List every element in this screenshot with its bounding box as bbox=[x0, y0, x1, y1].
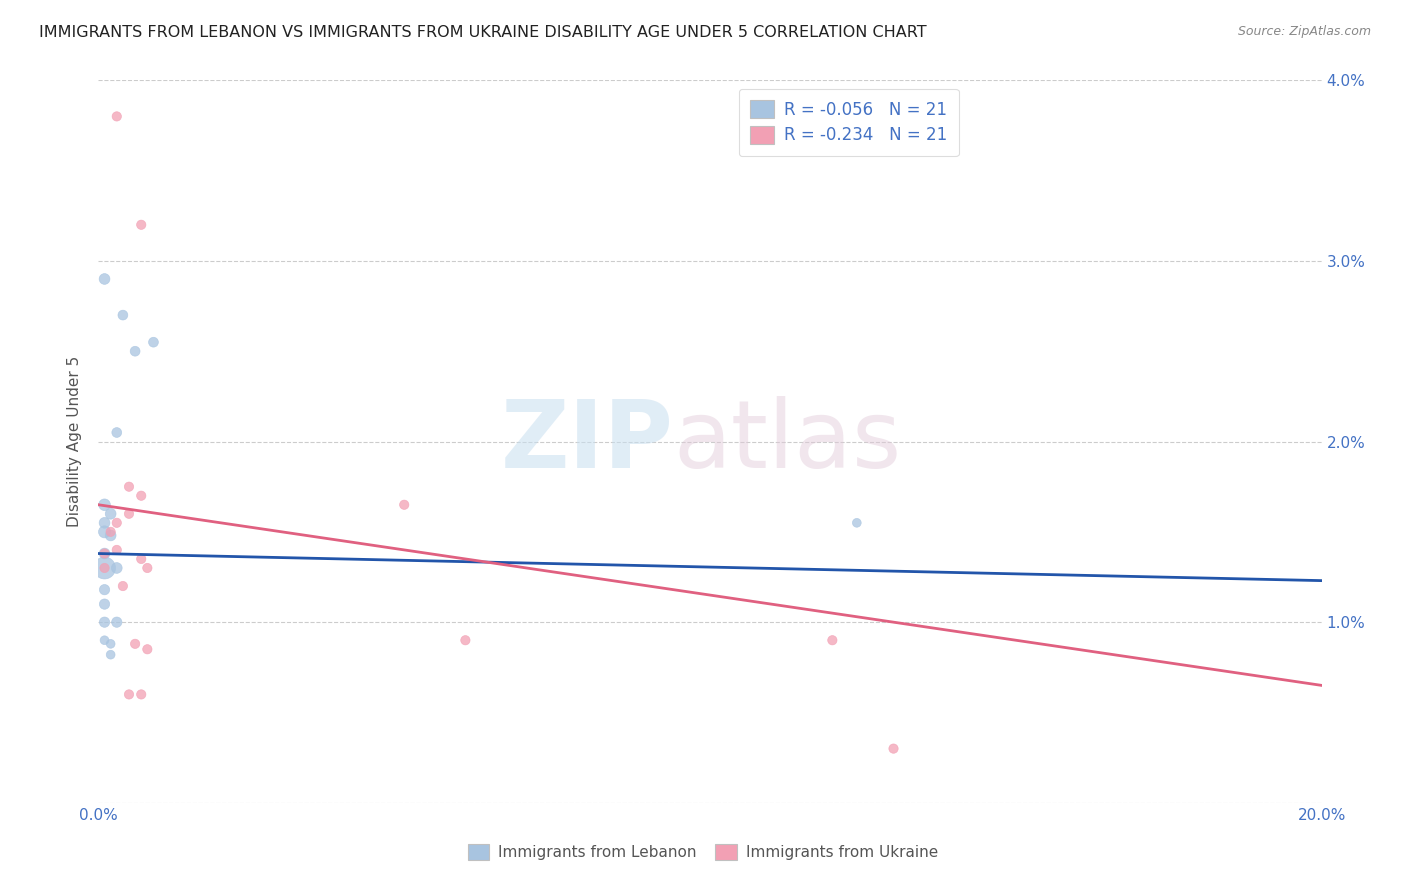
Text: Source: ZipAtlas.com: Source: ZipAtlas.com bbox=[1237, 25, 1371, 38]
Point bbox=[129, 489, 152, 503]
Point bbox=[93, 547, 115, 561]
Point bbox=[118, 687, 141, 701]
Point bbox=[124, 637, 146, 651]
Point bbox=[93, 597, 115, 611]
Point bbox=[93, 498, 115, 512]
Text: atlas: atlas bbox=[673, 395, 901, 488]
Point bbox=[105, 516, 128, 530]
Point bbox=[93, 547, 115, 561]
Point bbox=[93, 561, 115, 575]
Y-axis label: Disability Age Under 5: Disability Age Under 5 bbox=[67, 356, 83, 527]
Point bbox=[136, 561, 159, 575]
Point bbox=[100, 528, 122, 542]
Point bbox=[105, 425, 128, 440]
Point bbox=[392, 498, 416, 512]
Point bbox=[105, 109, 128, 123]
Point bbox=[454, 633, 477, 648]
Point bbox=[93, 561, 115, 575]
Point bbox=[100, 637, 122, 651]
Point bbox=[124, 344, 146, 359]
Point bbox=[111, 308, 134, 322]
Text: IMMIGRANTS FROM LEBANON VS IMMIGRANTS FROM UKRAINE DISABILITY AGE UNDER 5 CORREL: IMMIGRANTS FROM LEBANON VS IMMIGRANTS FR… bbox=[39, 25, 927, 40]
Point bbox=[93, 633, 115, 648]
Point bbox=[105, 561, 128, 575]
Point bbox=[118, 507, 141, 521]
Text: ZIP: ZIP bbox=[501, 395, 673, 488]
Point bbox=[93, 524, 115, 539]
Point bbox=[129, 218, 152, 232]
Point bbox=[111, 579, 134, 593]
Point bbox=[118, 480, 141, 494]
Point bbox=[100, 524, 122, 539]
Point bbox=[129, 552, 152, 566]
Point bbox=[93, 582, 115, 597]
Legend: Immigrants from Lebanon, Immigrants from Ukraine: Immigrants from Lebanon, Immigrants from… bbox=[461, 838, 945, 866]
Point bbox=[105, 542, 128, 557]
Point bbox=[129, 687, 152, 701]
Legend: R = -0.056   N = 21, R = -0.234   N = 21: R = -0.056 N = 21, R = -0.234 N = 21 bbox=[738, 88, 959, 156]
Point bbox=[136, 642, 159, 657]
Point bbox=[142, 335, 165, 350]
Point bbox=[821, 633, 844, 648]
Point bbox=[883, 741, 905, 756]
Point bbox=[105, 615, 128, 630]
Point bbox=[93, 272, 115, 286]
Point bbox=[845, 516, 868, 530]
Point bbox=[100, 507, 122, 521]
Point bbox=[93, 615, 115, 630]
Point bbox=[100, 648, 122, 662]
Point bbox=[93, 516, 115, 530]
